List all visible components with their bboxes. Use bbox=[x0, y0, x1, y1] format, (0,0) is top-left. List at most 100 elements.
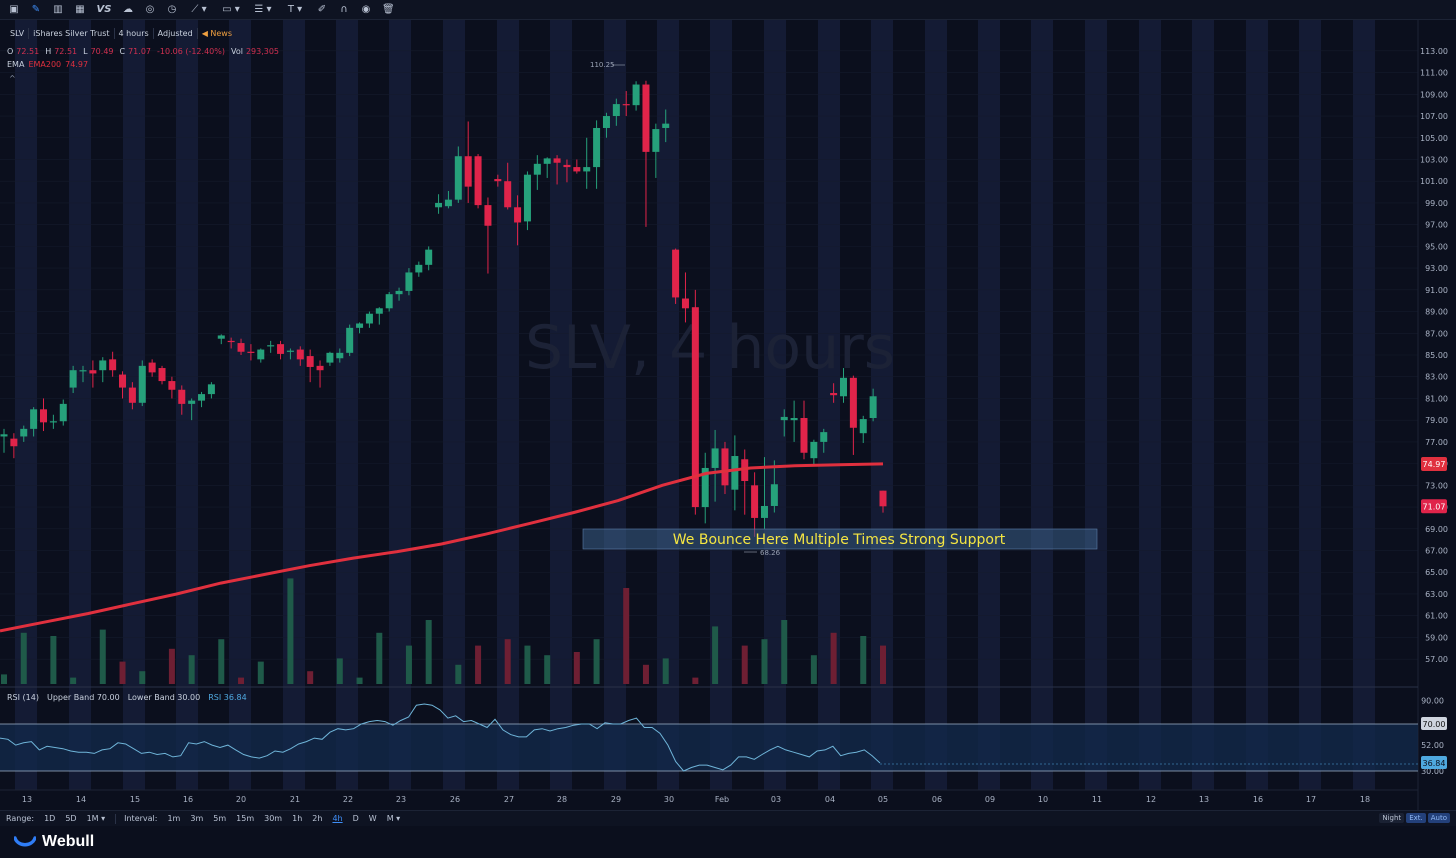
pencil-icon[interactable]: ✎ bbox=[31, 3, 41, 15]
interval-1h[interactable]: 1h bbox=[292, 814, 303, 823]
interval-d[interactable]: D bbox=[352, 814, 359, 823]
range-1d[interactable]: 1D bbox=[44, 814, 56, 823]
candle-body[interactable] bbox=[405, 272, 413, 291]
auto-toggle[interactable]: Auto bbox=[1427, 813, 1450, 823]
candle-body[interactable] bbox=[464, 156, 472, 187]
candle-body[interactable] bbox=[691, 307, 699, 508]
candle-body[interactable] bbox=[40, 409, 48, 423]
candle-body[interactable] bbox=[148, 362, 156, 373]
candle-body[interactable] bbox=[375, 308, 383, 314]
brush-icon[interactable]: ✐ bbox=[317, 3, 327, 15]
candle-body[interactable] bbox=[10, 438, 18, 447]
candle-body[interactable] bbox=[849, 377, 857, 428]
candle-body[interactable] bbox=[494, 179, 502, 182]
range-1m[interactable]: 1M ▾ bbox=[86, 814, 106, 823]
candle-body[interactable] bbox=[385, 294, 393, 309]
collapse-caret-icon[interactable]: ^ bbox=[9, 74, 16, 83]
candle-body[interactable] bbox=[257, 349, 265, 360]
candle-body[interactable] bbox=[879, 490, 887, 507]
candle-body[interactable] bbox=[563, 164, 571, 168]
candle-body[interactable] bbox=[662, 123, 670, 128]
candle-body[interactable] bbox=[247, 351, 255, 353]
candles-icon[interactable]: ▥ bbox=[53, 3, 63, 15]
support-zone[interactable] bbox=[582, 528, 1098, 550]
candle-body[interactable] bbox=[573, 167, 581, 172]
candle-body[interactable] bbox=[296, 349, 304, 360]
candle-body[interactable] bbox=[672, 249, 680, 298]
candle-body[interactable] bbox=[484, 205, 492, 226]
ema-legend[interactable]: EMA EMA200 74.97 bbox=[7, 60, 88, 69]
candle-body[interactable] bbox=[188, 400, 196, 404]
rectangle-icon[interactable]: ▭ ▾ bbox=[222, 3, 240, 15]
candle-body[interactable] bbox=[839, 377, 847, 397]
candle-body[interactable] bbox=[79, 370, 87, 372]
chart-icon[interactable]: ▣ bbox=[9, 3, 19, 15]
interval-15m[interactable]: 15m bbox=[236, 814, 255, 823]
candle-body[interactable] bbox=[642, 84, 650, 152]
candle-body[interactable] bbox=[198, 394, 206, 401]
candle-body[interactable] bbox=[69, 370, 77, 388]
candle-body[interactable] bbox=[652, 129, 660, 152]
candle-body[interactable] bbox=[711, 448, 719, 468]
candle-body[interactable] bbox=[514, 207, 522, 223]
candle-body[interactable] bbox=[583, 167, 591, 172]
interval-label[interactable]: 4 hours bbox=[115, 28, 154, 39]
candle-body[interactable] bbox=[365, 313, 373, 324]
candle-body[interactable] bbox=[721, 448, 729, 486]
text-tool-icon[interactable]: T ▾ bbox=[287, 3, 303, 15]
candle-body[interactable] bbox=[326, 352, 334, 363]
candle-body[interactable] bbox=[523, 174, 531, 222]
cloud-icon[interactable]: ☁ bbox=[123, 3, 133, 15]
candle-body[interactable] bbox=[474, 156, 482, 206]
candle-body[interactable] bbox=[454, 156, 462, 200]
candle-body[interactable] bbox=[780, 416, 788, 421]
rsi-legend[interactable]: RSI (14) Upper Band 70.00 Lower Band 30.… bbox=[7, 693, 247, 702]
ext-toggle[interactable]: Ext. bbox=[1406, 813, 1426, 823]
candle-body[interactable] bbox=[425, 249, 433, 265]
candle-body[interactable] bbox=[20, 428, 28, 437]
candle-body[interactable] bbox=[128, 387, 136, 403]
candle-body[interactable] bbox=[395, 290, 403, 295]
candle-body[interactable] bbox=[632, 84, 640, 106]
adjust-label[interactable]: Adjusted bbox=[154, 28, 198, 39]
candle-body[interactable] bbox=[59, 403, 67, 422]
trash-icon[interactable]: 🗑 bbox=[382, 3, 395, 15]
candle-body[interactable] bbox=[316, 365, 324, 371]
candle-body[interactable] bbox=[543, 158, 551, 164]
magnet-icon[interactable]: ∩ bbox=[340, 3, 348, 15]
fib-icon[interactable]: ☰ ▾ bbox=[254, 3, 272, 15]
clock-icon[interactable]: ◷ bbox=[167, 3, 177, 15]
compare-icon[interactable]: ◎ bbox=[145, 3, 155, 15]
candle-body[interactable] bbox=[731, 456, 739, 490]
interval-4h[interactable]: 4h bbox=[332, 814, 343, 823]
candle-body[interactable] bbox=[336, 352, 344, 359]
candle-body[interactable] bbox=[178, 389, 186, 404]
price-chart[interactable]: SLV, 4 hours We Bounce Here Multiple Tim… bbox=[0, 20, 1456, 810]
candle-body[interactable] bbox=[751, 485, 759, 518]
candle-body[interactable] bbox=[286, 350, 294, 352]
candle-body[interactable] bbox=[800, 418, 808, 453]
candle-body[interactable] bbox=[49, 421, 57, 423]
candle-body[interactable] bbox=[0, 434, 8, 437]
interval-2h[interactable]: 2h bbox=[312, 814, 323, 823]
interval-w[interactable]: W bbox=[368, 814, 377, 823]
interval-1m[interactable]: 1m bbox=[167, 814, 181, 823]
candle-body[interactable] bbox=[612, 104, 620, 117]
candle-body[interactable] bbox=[168, 381, 176, 390]
candle-body[interactable] bbox=[760, 505, 768, 518]
candle-body[interactable] bbox=[207, 384, 215, 395]
candle-body[interactable] bbox=[770, 484, 778, 506]
candle-body[interactable] bbox=[346, 327, 354, 353]
interval-5m[interactable]: 5m bbox=[213, 814, 227, 823]
symbol-label[interactable]: SLV bbox=[6, 28, 30, 39]
candle-body[interactable] bbox=[119, 374, 127, 388]
candle-body[interactable] bbox=[820, 432, 828, 442]
candle-body[interactable] bbox=[435, 202, 443, 208]
candle-body[interactable] bbox=[810, 441, 818, 459]
night-toggle[interactable]: Night bbox=[1379, 813, 1405, 823]
candle-body[interactable] bbox=[504, 181, 512, 208]
candle-body[interactable] bbox=[99, 360, 107, 371]
candle-body[interactable] bbox=[859, 419, 867, 434]
eye-icon[interactable]: ◉ bbox=[361, 3, 371, 15]
candle-body[interactable] bbox=[306, 356, 314, 367]
